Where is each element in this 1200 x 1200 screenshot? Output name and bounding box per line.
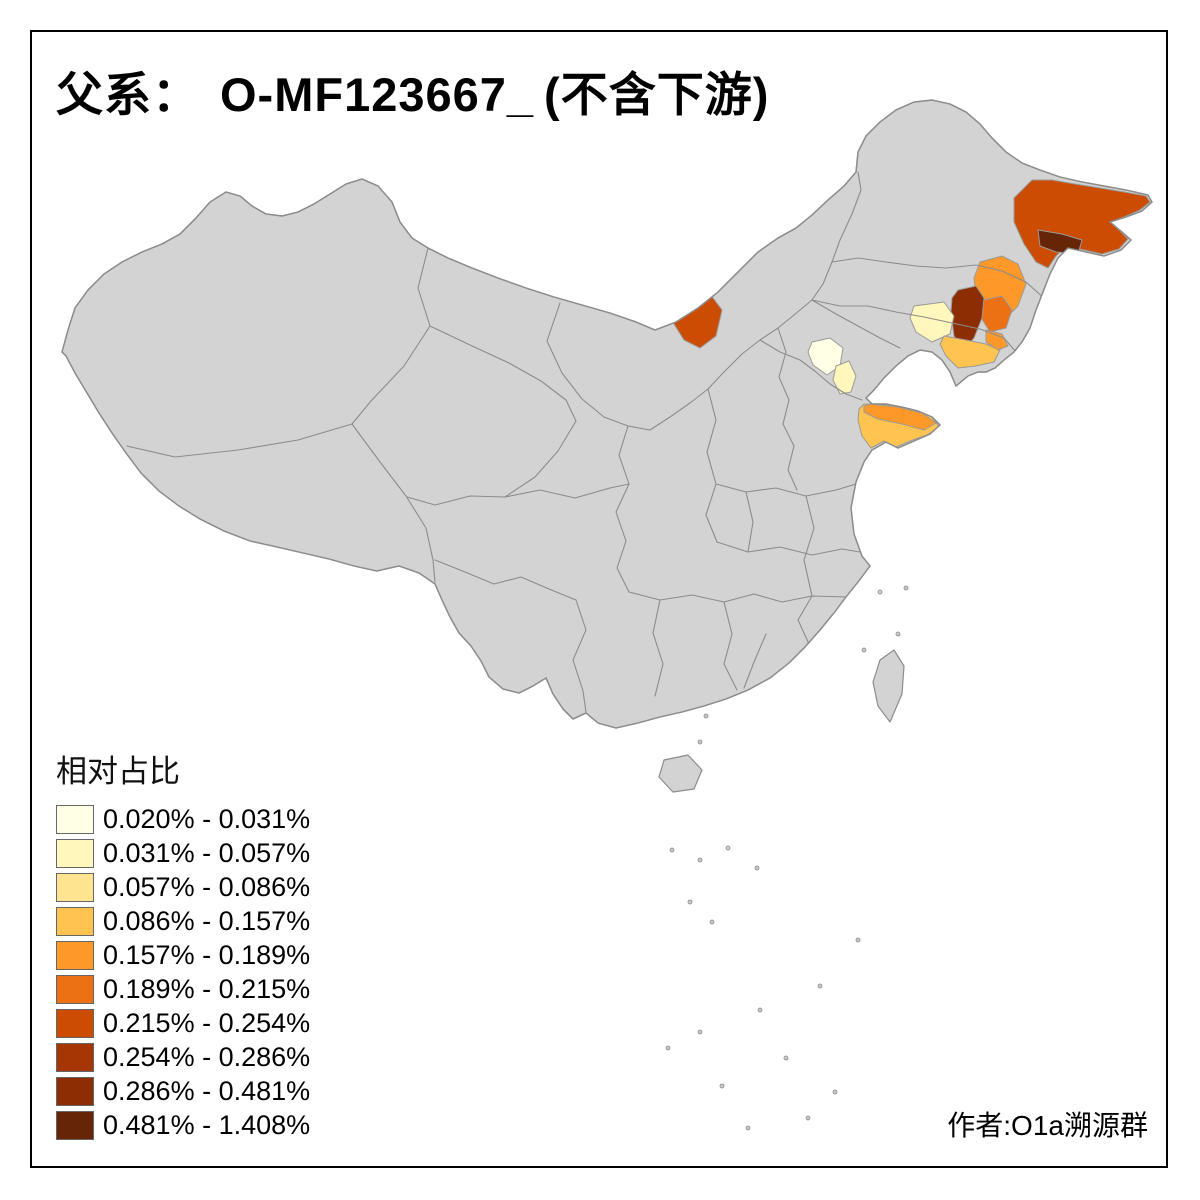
- legend-label: 0.189% - 0.215%: [103, 974, 311, 1004]
- page-title: 父系： O-MF123667_ (不含下游): [56, 56, 769, 125]
- attribution: 作者:O1a溯源群: [947, 1110, 1148, 1141]
- region-tianjin: [832, 360, 857, 395]
- legend-item: 0.189% - 0.215%: [56, 974, 311, 1004]
- legend-label: 0.086% - 0.157%: [103, 906, 311, 936]
- taiwan-island: [872, 649, 905, 723]
- title-prefix: 父系：: [56, 68, 200, 121]
- south-china-sea-islets: [665, 585, 909, 1131]
- hainan-island: [658, 754, 703, 793]
- legend-item: 0.157% - 0.189%: [56, 940, 311, 970]
- title-suffix: (不含下游): [544, 68, 770, 121]
- legend-swatch: [56, 1009, 94, 1038]
- region-highlights: [671, 179, 1151, 449]
- legend-swatch: [56, 873, 94, 902]
- legend-item: 0.031% - 0.057%: [56, 838, 311, 868]
- legend-label: 0.286% - 0.481%: [103, 1076, 311, 1106]
- legend-label: 0.020% - 0.031%: [103, 804, 311, 834]
- legend-title: 相对占比: [56, 754, 180, 789]
- legend-item: 0.215% - 0.254%: [56, 1008, 311, 1038]
- legend-swatch: [56, 975, 94, 1004]
- legend-swatch: [56, 1077, 94, 1106]
- islands: [658, 649, 905, 793]
- legend-label: 0.254% - 0.286%: [103, 1042, 311, 1072]
- legend-swatch: [56, 941, 94, 970]
- legend-label: 0.481% - 1.408%: [103, 1110, 311, 1140]
- region-liaoning-west-pale: [909, 301, 955, 343]
- legend-label: 0.031% - 0.057%: [103, 838, 311, 868]
- province-borders: [126, 171, 1047, 713]
- region-shandong-north-coast: [863, 403, 937, 431]
- legend-item: 0.286% - 0.481%: [56, 1076, 311, 1106]
- legend: 相对占比 0.020% - 0.031% 0.031% - 0.057% 0.0…: [56, 746, 310, 1145]
- legend-item: 0.086% - 0.157%: [56, 906, 311, 936]
- legend-swatch: [56, 805, 94, 834]
- legend-item: 0.020% - 0.031%: [56, 804, 311, 834]
- plot-frame: [30, 30, 1168, 1168]
- legend-label: 0.157% - 0.189%: [103, 940, 311, 970]
- legend-swatch: [56, 839, 94, 868]
- legend-swatch: [56, 907, 94, 936]
- region-liaoning-south-coast: [939, 335, 1001, 369]
- legend-swatch: [56, 1043, 94, 1072]
- region-liaoning-dandong-area: [985, 329, 1009, 351]
- legend-item: 0.481% - 1.408%: [56, 1110, 311, 1140]
- legend-label: 0.057% - 0.086%: [103, 872, 311, 902]
- legend-label: 0.215% - 0.254%: [103, 1008, 311, 1038]
- title-haplogroup-code: O-MF123667_: [220, 68, 535, 121]
- legend-swatch: [56, 1111, 94, 1140]
- legend-item: 0.254% - 0.286%: [56, 1042, 311, 1072]
- region-beijing: [807, 337, 844, 376]
- legend-item: 0.057% - 0.086%: [56, 872, 311, 902]
